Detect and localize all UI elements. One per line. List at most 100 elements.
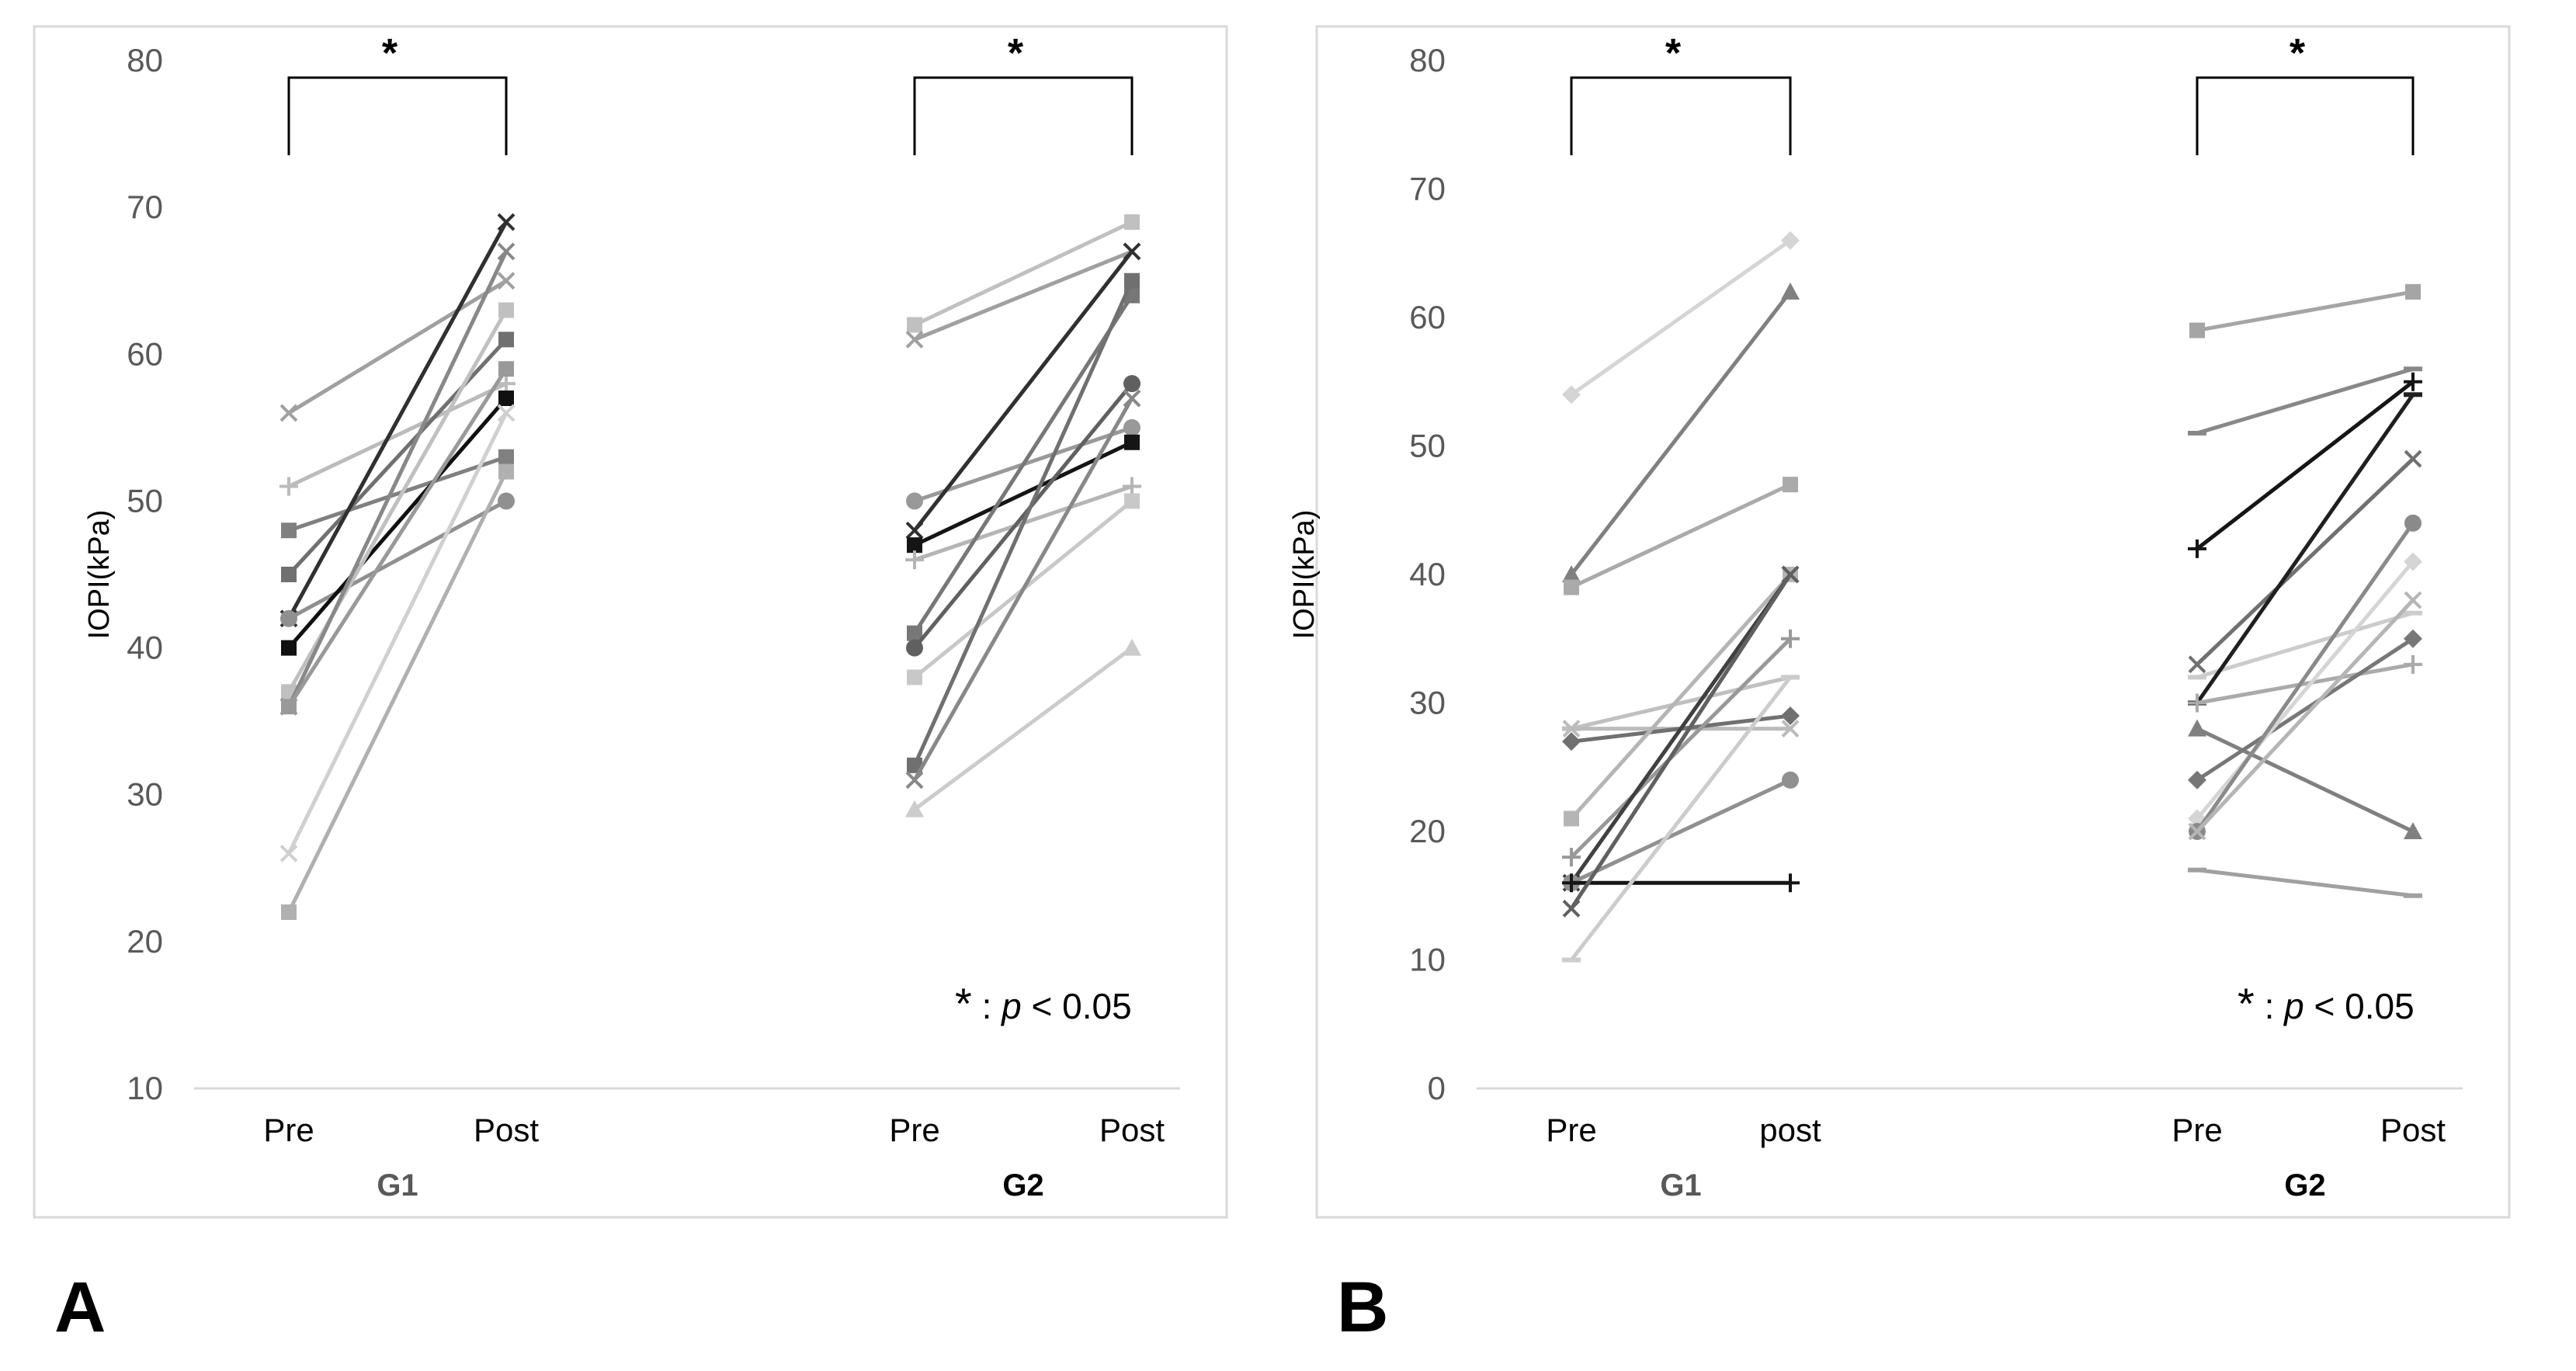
significance-bracket: [287, 76, 508, 155]
series-G2-23: [905, 638, 1141, 817]
series-line: [912, 279, 1134, 766]
series-line: [1570, 238, 1792, 397]
data-point-post: [2404, 822, 2422, 839]
data-point-post: [1781, 565, 1800, 584]
y-tick-label: 60: [127, 335, 163, 372]
data-point-pre: [280, 609, 297, 627]
data-point-pre: [279, 844, 298, 863]
annotation-star: *: [955, 979, 972, 1028]
data-point-pre: [281, 522, 297, 539]
data-point-post: [498, 449, 514, 465]
data-point-post: [2404, 654, 2422, 674]
data-point-post: [498, 492, 515, 510]
series-G1-10: [1562, 873, 1800, 893]
y-tick-label: 20: [1409, 813, 1446, 849]
data-point-pre: [2188, 770, 2206, 790]
data-point-pre: [279, 404, 298, 422]
series-line: [2196, 560, 2415, 821]
series-G2-20: [2188, 719, 2422, 839]
y-tick-label: 50: [1409, 428, 1446, 464]
data-point-post: [498, 361, 514, 377]
data-point-pre: [1562, 720, 1581, 738]
series-line: [914, 249, 1133, 342]
data-point-pre: [1562, 899, 1581, 918]
data-point-post: [1781, 706, 1800, 726]
series-G2-15: [905, 242, 1141, 540]
data-point-post: [497, 213, 516, 231]
chart-panel-A: 10 20 30 40 50 60 70 80 IOPI(kPa) Pre Post G1 * Pre Po…: [33, 25, 1228, 1347]
data-point-pre: [2188, 655, 2206, 674]
chart-frame: [1315, 25, 2511, 1219]
data-point-post: [498, 463, 514, 480]
series-G1-2: [1564, 477, 1798, 595]
data-point-post: [2404, 610, 2422, 616]
data-point-pre: [2188, 822, 2206, 841]
y-tick-label: 0: [1428, 1070, 1446, 1106]
series-line: [2196, 727, 2415, 834]
data-point-post: [2405, 283, 2421, 300]
annotation-p: p: [2283, 986, 2304, 1026]
data-point-pre: [906, 492, 923, 510]
y-axis-label: IOPI(kPa): [1288, 510, 1321, 640]
data-point-pre: [2188, 867, 2206, 873]
series-G2-19: [2188, 654, 2422, 713]
data-point-pre: [905, 521, 924, 540]
data-point-post: [1782, 771, 1799, 789]
data-point-post: [2404, 392, 2422, 397]
data-point-pre: [1562, 957, 1581, 963]
series-G1-0: [1562, 231, 1800, 404]
y-tick-label: 80: [127, 42, 163, 78]
series-G2-14: [2188, 366, 2422, 436]
series-G1-7: [1562, 629, 1800, 867]
y-tick-label: 70: [127, 189, 163, 225]
significance-bracket: [913, 76, 1134, 155]
series-line: [286, 470, 509, 914]
data-point-pre: [2188, 539, 2206, 558]
significance-star: *: [1008, 31, 1024, 76]
data-point-pre: [1562, 848, 1581, 867]
data-point-pre: [907, 537, 922, 554]
series-line: [287, 381, 508, 488]
series-line: [1570, 482, 1792, 589]
data-point-post: [1781, 231, 1800, 250]
series-G2-22: [905, 389, 1141, 790]
series-line: [1571, 675, 1791, 731]
series-G2-16: [2188, 449, 2422, 674]
series-G1-3: [281, 331, 514, 582]
data-point-pre: [905, 800, 924, 817]
y-tick-label: 50: [127, 482, 163, 519]
annotation-sep: :: [2255, 986, 2284, 1026]
significance-star: *: [1665, 31, 1682, 76]
series-line: [1570, 290, 1792, 576]
series-G1-10: [279, 404, 516, 863]
series-line: [2196, 611, 2414, 679]
series-line: [2196, 662, 2414, 705]
series-line: [913, 250, 1134, 532]
data-point-post: [497, 374, 516, 394]
series-line: [913, 220, 1134, 327]
chart-panel-B: 0 10 20 30 40 50 60 70 80 IOPI(kPa) Pre post G1 * Pre P…: [1288, 25, 2511, 1347]
data-point-post: [2404, 372, 2422, 391]
series-line: [1570, 778, 1792, 885]
data-point-pre: [2188, 675, 2206, 680]
data-point-pre: [1562, 565, 1581, 582]
series-line: [2195, 393, 2415, 704]
annotation-sep: :: [972, 986, 1002, 1026]
data-point-pre: [281, 904, 297, 921]
data-point-post: [1123, 638, 1141, 656]
y-tick-label: 10: [1409, 942, 1446, 978]
data-point-pre: [1564, 579, 1579, 595]
data-point-post: [2404, 629, 2422, 648]
y-tick-label: 80: [1409, 42, 1446, 78]
series-line: [2196, 868, 2414, 898]
data-point-post: [1124, 214, 1140, 231]
series-G2-21: [907, 272, 1140, 773]
series-line: [913, 382, 1134, 650]
series-G1-6: [281, 390, 514, 656]
series-G2-21: [2188, 629, 2422, 790]
data-point-post: [498, 390, 514, 407]
data-point-pre: [905, 330, 924, 349]
series-G1-11: [1562, 565, 1800, 918]
x-group-label: G2: [1002, 1168, 1043, 1203]
